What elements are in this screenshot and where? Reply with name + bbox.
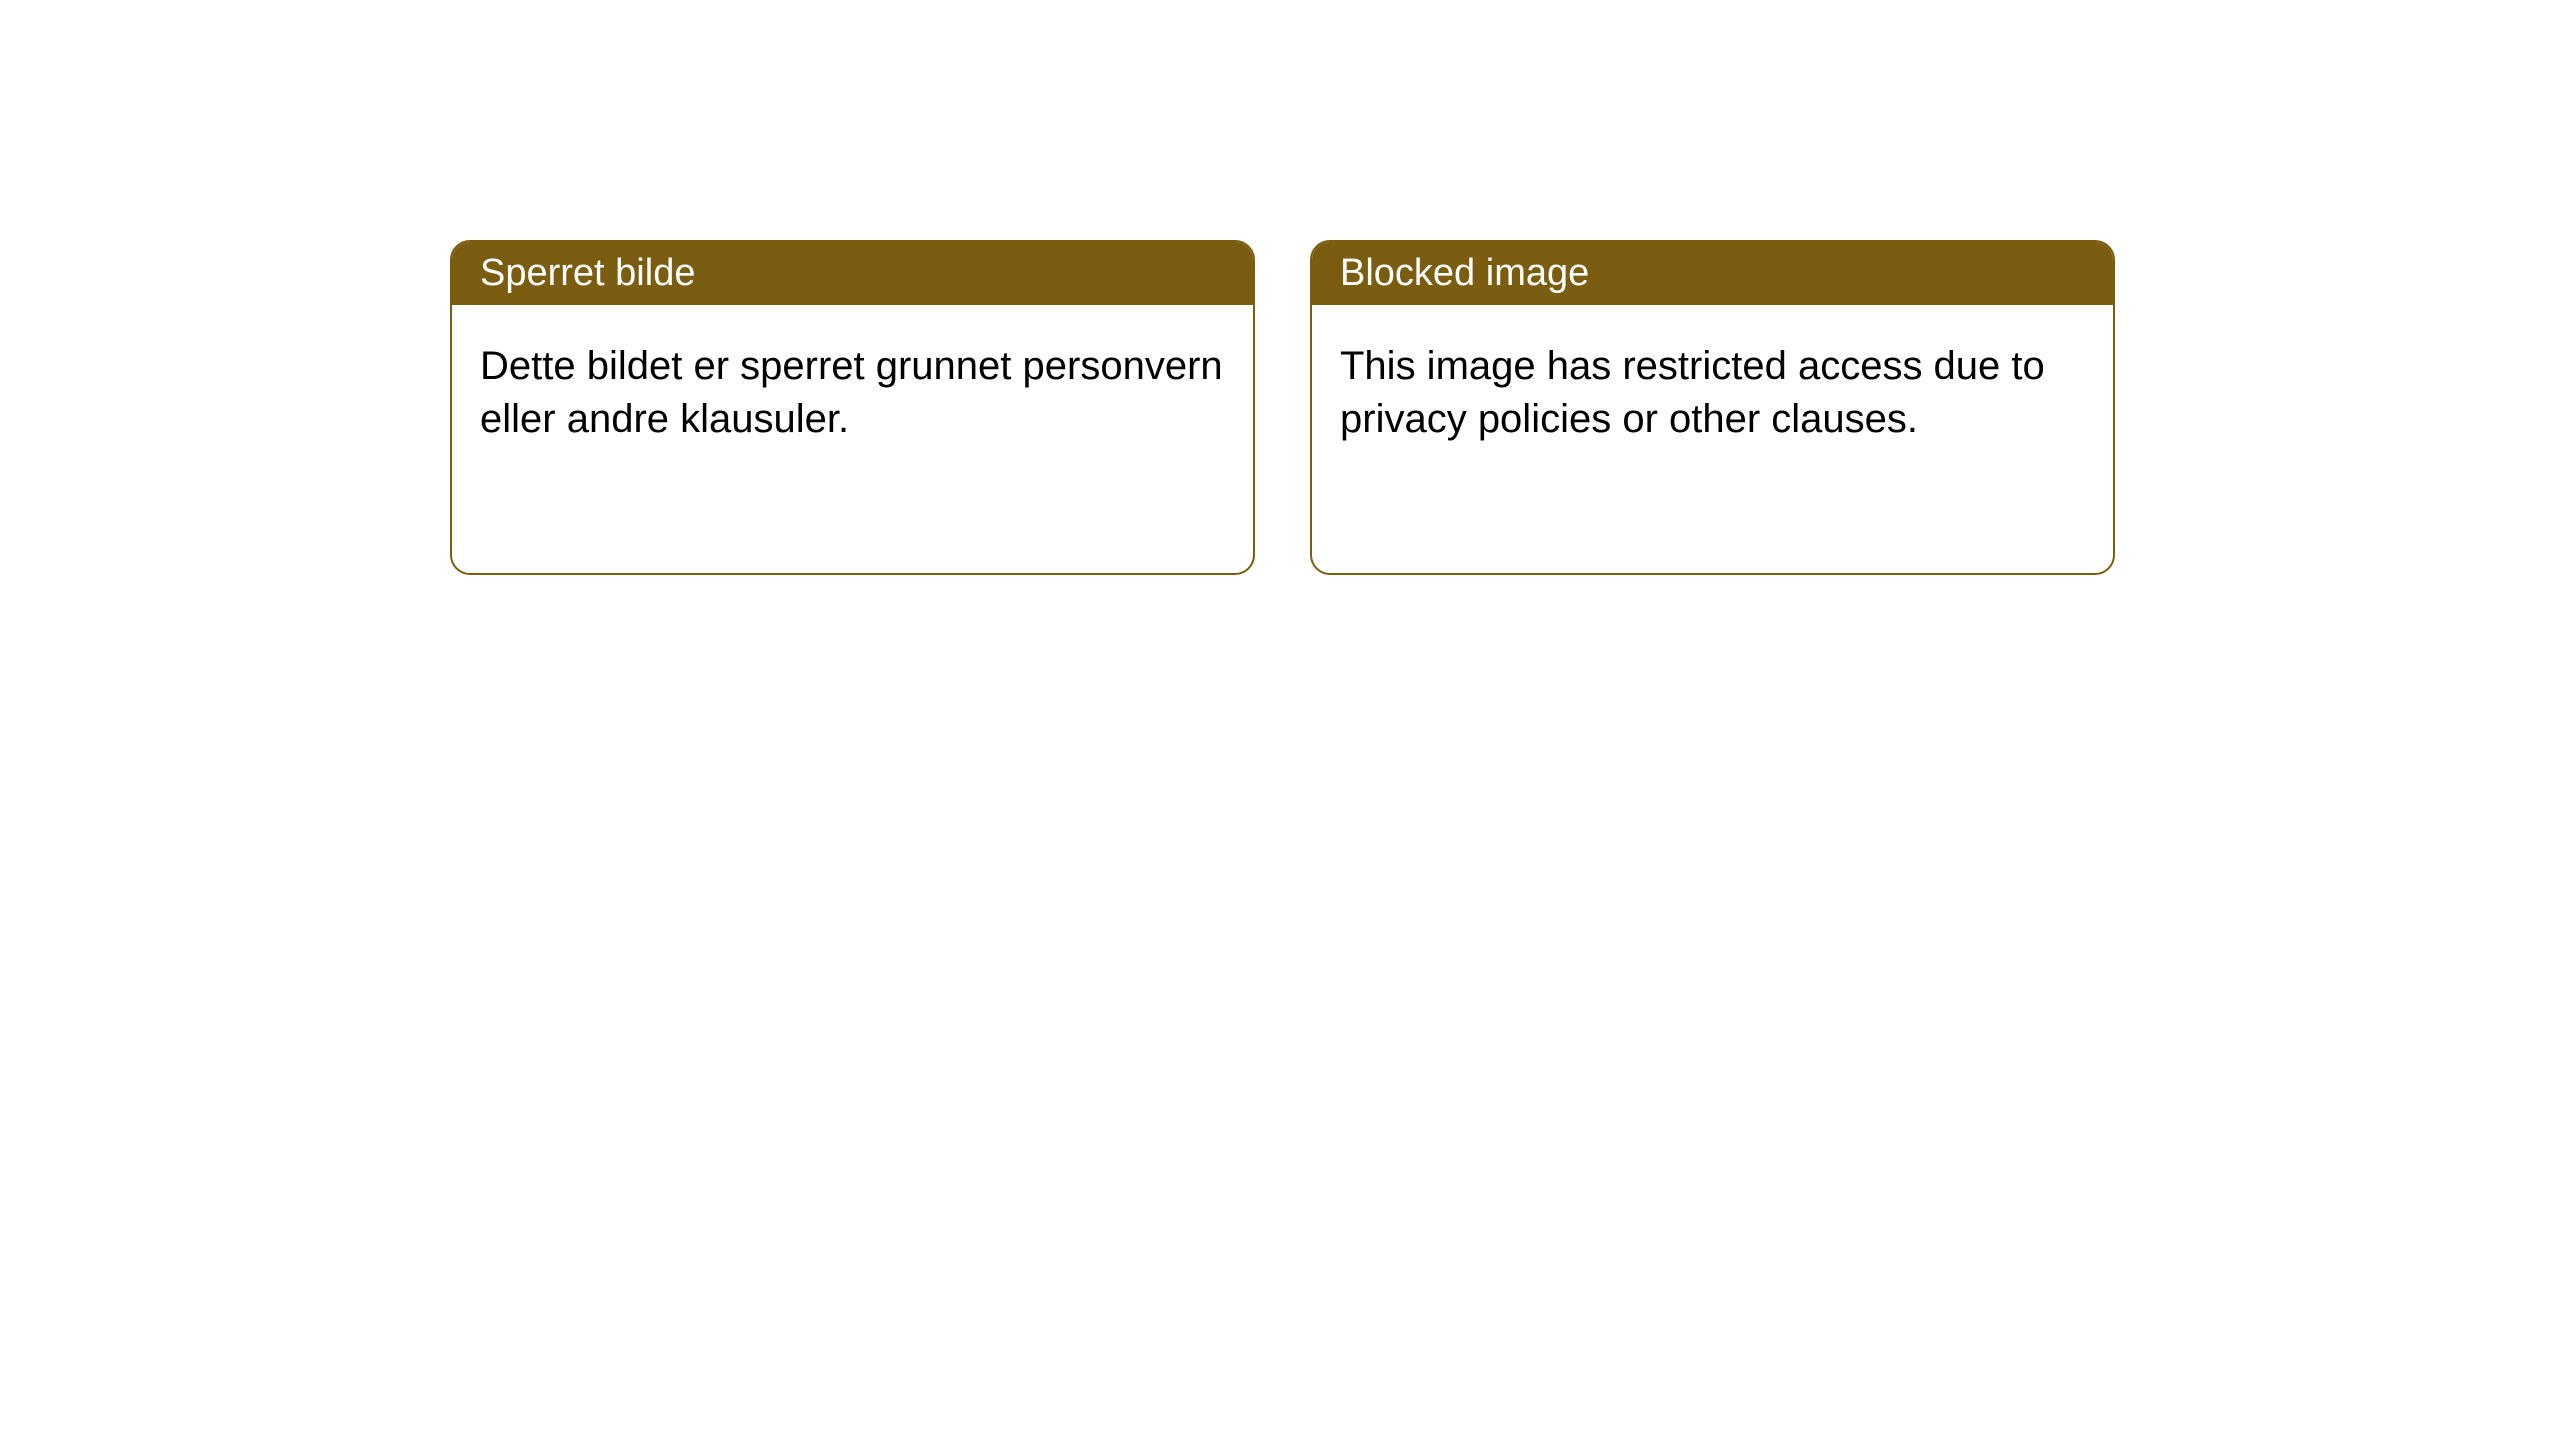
notice-card-english: Blocked image This image has restricted … — [1310, 240, 2115, 575]
notice-title: Blocked image — [1340, 252, 1589, 294]
notice-body: Dette bildet er sperret grunnet personve… — [452, 305, 1253, 481]
notice-body: This image has restricted access due to … — [1312, 305, 2113, 481]
notice-body-text: Dette bildet er sperret grunnet personve… — [480, 344, 1223, 441]
notice-container: Sperret bilde Dette bildet er sperret gr… — [450, 240, 2560, 575]
notice-header: Blocked image — [1312, 242, 2113, 305]
notice-body-text: This image has restricted access due to … — [1340, 344, 2045, 441]
notice-title: Sperret bilde — [480, 252, 695, 294]
notice-header: Sperret bilde — [452, 242, 1253, 305]
notice-card-norwegian: Sperret bilde Dette bildet er sperret gr… — [450, 240, 1255, 575]
